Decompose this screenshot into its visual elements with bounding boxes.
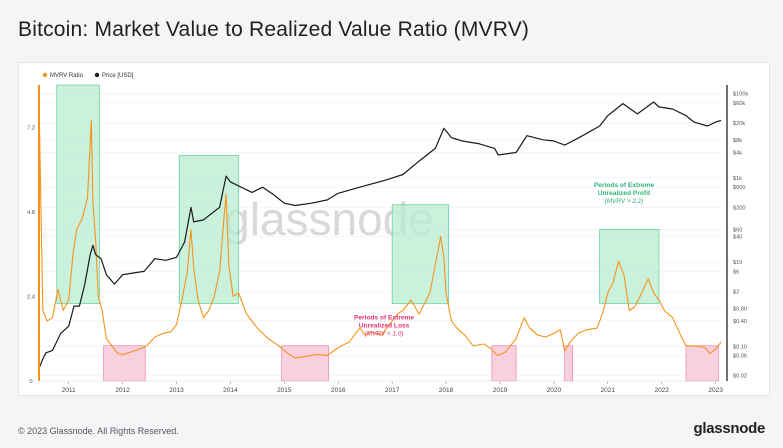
legend-price-label: Price [USD] <box>102 73 134 79</box>
x-tick-label: 2022 <box>654 387 669 394</box>
legend-mvrv-label: MVRV Ratio <box>50 73 84 79</box>
x-tick-label: 2018 <box>439 387 454 394</box>
profit-annotation: Periods of Extreme <box>594 182 654 189</box>
right-tick-label: $0.80 <box>733 306 747 312</box>
profit-region <box>391 204 450 304</box>
profit-annotation: Unrealized Profit <box>598 190 651 197</box>
right-tick-label: $40 <box>733 235 742 241</box>
loss-region <box>491 345 517 382</box>
series-lines <box>38 99 722 369</box>
copyright: © 2023 Glassnode. All Rights Reserved. <box>18 426 179 436</box>
mvrv-ratio-line <box>38 99 722 359</box>
loss-annotation: Unrealized Loss <box>359 322 410 329</box>
left-tick-label: 7.2 <box>27 125 35 131</box>
right-tick-label: $8k <box>733 138 742 144</box>
legend-price-swatch <box>94 72 100 78</box>
legend-mvrv-swatch <box>42 72 48 78</box>
right-tick-label: $600 <box>733 185 745 191</box>
right-tick-label: $60 <box>733 227 742 233</box>
profit-region <box>178 155 239 304</box>
x-tick-label: 2021 <box>601 387 616 394</box>
right-tick-label: $4k <box>733 150 742 156</box>
x-tick-label: 2012 <box>115 387 130 394</box>
left-tick-label: 0 <box>29 379 32 385</box>
x-tick-label: 2023 <box>708 387 723 394</box>
right-tick-label: $2 <box>733 290 739 296</box>
right-tick-label: $60k <box>733 101 745 107</box>
highlight-regions <box>56 84 719 382</box>
x-tick-label: 2015 <box>277 387 292 394</box>
right-tick-label: $0.02 <box>733 374 747 380</box>
gridlines <box>39 93 721 377</box>
right-tick-label: $0.06 <box>733 354 747 360</box>
legend: MVRV Ratio Price [USD] <box>42 72 134 79</box>
right-tick-label: $200 <box>733 205 745 211</box>
right-tick-label: $0.40 <box>733 319 747 325</box>
x-tick-label: 2014 <box>223 387 238 394</box>
axes: $0.02 $0.06 $0.10 $0.40 $0.80 $2 $6 $10 $40 $60 $2… <box>27 85 748 394</box>
x-tick-label: 2011 <box>62 387 76 394</box>
brand-logo[interactable]: glassnode <box>693 420 766 437</box>
loss-annotation: Periods of Extreme <box>354 314 414 321</box>
right-tick-label: $100k <box>733 92 748 98</box>
chart-title: Bitcoin: Market Value to Realized Value … <box>18 18 530 41</box>
loss-region <box>564 345 574 382</box>
x-tick-label: 2016 <box>331 387 346 394</box>
loss-region <box>685 345 719 382</box>
loss-region <box>281 345 329 382</box>
right-tick-label: $10 <box>733 260 742 266</box>
right-tick-label: $0.10 <box>733 344 747 350</box>
right-tick-label: $6 <box>733 269 739 275</box>
loss-annotation-sub: (MVRV < 1.0) <box>365 330 404 337</box>
x-tick-label: 2019 <box>493 387 508 394</box>
profit-region <box>599 229 660 304</box>
chart-card: glassnode $0.02 $0.06 $0.10 $0.40 $0.80 $2 $6 $… <box>18 62 770 396</box>
right-tick-label: $20k <box>733 121 745 127</box>
price-usd-line <box>38 101 722 369</box>
profit-annotation-sub: (MVRV > 2.2) <box>605 198 644 205</box>
x-tick-label: 2017 <box>385 387 400 394</box>
left-tick-label: 4.8 <box>27 210 35 216</box>
x-tick-label: 2020 <box>547 387 562 394</box>
mvrv-chart: glassnode $0.02$0.06$0.10$0.40$0.80$2$6$… <box>27 72 748 394</box>
x-tick-label: 2013 <box>169 387 184 394</box>
left-tick-label: 2.4 <box>27 294 36 300</box>
right-tick-label: $1k <box>733 176 742 182</box>
loss-region <box>103 345 146 382</box>
